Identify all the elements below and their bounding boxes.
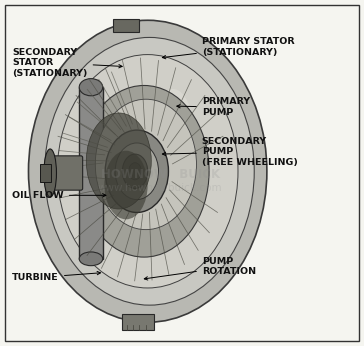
Ellipse shape	[122, 154, 148, 189]
Ellipse shape	[95, 99, 197, 230]
Text: www.hownowbuick.com: www.hownowbuick.com	[98, 183, 223, 193]
Ellipse shape	[105, 130, 169, 212]
Text: OIL FLOW: OIL FLOW	[12, 191, 106, 200]
Text: PUMP
ROTATION: PUMP ROTATION	[144, 257, 256, 280]
Ellipse shape	[104, 151, 148, 219]
Text: SECONDARY
STATOR
(STATIONARY): SECONDARY STATOR (STATIONARY)	[12, 48, 122, 78]
Ellipse shape	[79, 79, 103, 96]
Text: PRIMARY
PUMP: PRIMARY PUMP	[177, 98, 250, 117]
FancyBboxPatch shape	[48, 156, 83, 190]
Ellipse shape	[58, 55, 238, 288]
FancyBboxPatch shape	[79, 87, 103, 259]
FancyBboxPatch shape	[113, 19, 139, 32]
Ellipse shape	[45, 37, 254, 305]
Ellipse shape	[79, 85, 209, 257]
Text: HOWNOW   BUICK: HOWNOW BUICK	[101, 168, 220, 181]
Ellipse shape	[151, 89, 195, 185]
Text: SECONDARY
PUMP
(FREE WHEELING): SECONDARY PUMP (FREE WHEELING)	[162, 137, 298, 167]
Ellipse shape	[28, 20, 267, 322]
FancyBboxPatch shape	[40, 164, 51, 182]
Ellipse shape	[86, 113, 151, 209]
Ellipse shape	[115, 143, 158, 200]
Ellipse shape	[129, 163, 141, 180]
FancyBboxPatch shape	[122, 314, 154, 330]
Text: TURBINE: TURBINE	[12, 271, 100, 282]
Ellipse shape	[44, 149, 56, 197]
Text: PRIMARY STATOR
(STATIONARY): PRIMARY STATOR (STATIONARY)	[162, 37, 294, 59]
Ellipse shape	[79, 252, 103, 266]
FancyBboxPatch shape	[5, 5, 359, 341]
